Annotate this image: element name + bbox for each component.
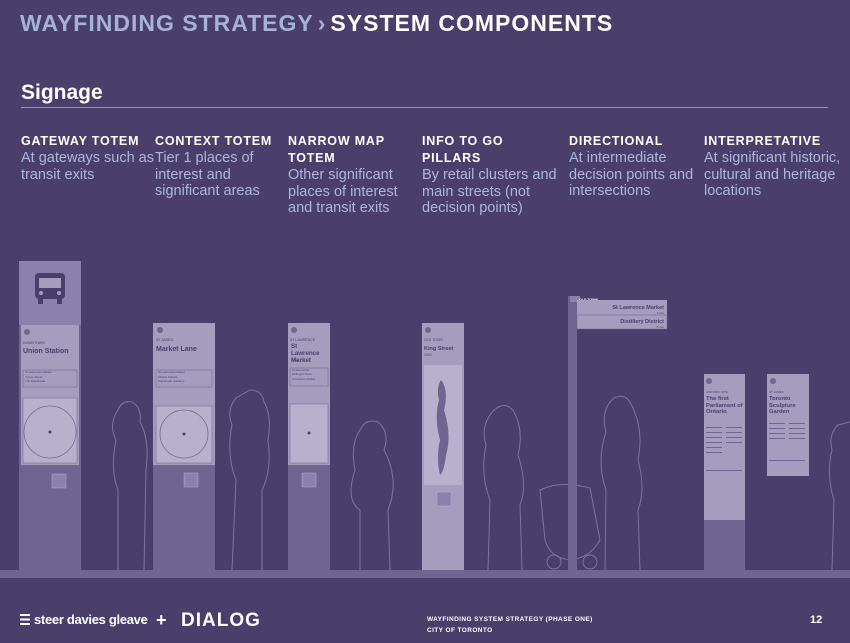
- column-description: At gateways such as transit exits: [21, 150, 154, 183]
- narrow-map-totem-sign: ST LAWRENCE: [288, 323, 330, 570]
- section-divider: [21, 107, 828, 108]
- narrow-sign-place-name: St Lawrence Market: [291, 343, 320, 364]
- directional-sign: OLD TOWN St Lawrence Market 3 min Distil…: [568, 296, 668, 570]
- header-part-b: SYSTEM COMPONENTS: [330, 10, 614, 36]
- interp2-place-name: Toronto Sculpture Garden: [769, 396, 796, 415]
- menu-lines-icon: [20, 614, 30, 625]
- people-silhouettes: [112, 389, 850, 571]
- sign-subtitle: 2002: [424, 353, 432, 357]
- column-narrow-map-totem: NARROW MAP TOTEM Other significant place…: [288, 133, 413, 217]
- document-title: WAYFINDING SYSTEM STRATEGY (PHASE ONE): [427, 616, 593, 623]
- column-description: At significant historic, cultural and he…: [704, 150, 841, 199]
- column-interpretative: INTERPRETATIVE At significant historic, …: [704, 133, 844, 200]
- sign-area-label: ST JAMES: [156, 338, 174, 342]
- column-description: By retail clusters and main streets (not…: [422, 167, 557, 216]
- steer-davies-gleave-logo: steer davies gleave: [20, 612, 148, 627]
- list-item: Wellington Street: [292, 373, 312, 377]
- directional-destination-2: Distillery District: [620, 319, 664, 325]
- list-item: Market Square: [158, 374, 178, 379]
- list-item: Yonge Street: [25, 374, 43, 379]
- sign-place-name: Union Station: [23, 348, 69, 355]
- column-description: Other significant places of interest and…: [288, 167, 398, 216]
- street-map-shape: [436, 380, 449, 475]
- ground-line: [0, 570, 850, 578]
- document-organization: CITY OF TORONTO: [427, 627, 493, 634]
- list-item: St Lawrence Market: [158, 370, 185, 374]
- bus-icon: [35, 273, 65, 304]
- column-description: Tier 1 places of interest and significan…: [155, 150, 260, 199]
- signage-illustration: DOWNTOWN Union Station ST JAMES Market L…: [0, 261, 850, 578]
- dialog-logo: DIALOG: [181, 610, 261, 631]
- sign-place-name: Market Lane: [156, 346, 197, 353]
- sign-area-label: ST LAWRENCE: [290, 338, 316, 342]
- column-directional: DIRECTIONAL At intermediate decision poi…: [569, 133, 699, 200]
- column-title: CONTEXT TOTEM: [155, 134, 273, 148]
- column-title: INFO TO GO PILLARS: [422, 134, 504, 165]
- directional-destination-1: St Lawrence Market: [612, 305, 664, 311]
- header-separator: ›: [317, 10, 327, 36]
- interpretative-sign-1: HISTORIC SITE: [704, 374, 745, 570]
- list-item: St Lawrence Market: [292, 377, 316, 381]
- list-item: The Esplanade: [25, 379, 46, 383]
- sign-area-label: ST JAMES: [769, 390, 784, 394]
- column-title: NARROW MAP TOTEM: [288, 134, 385, 165]
- column-title: GATEWAY TOTEM: [21, 134, 140, 148]
- page-header: WAYFINDING STRATEGY › SYSTEM COMPONENTS: [20, 10, 613, 37]
- narrow-destination-list: St James Park Wellington Street St Lawre…: [292, 369, 327, 382]
- column-title: DIRECTIONAL: [569, 134, 664, 148]
- list-item: St Lawrence Market: [25, 370, 52, 374]
- gateway-destination-list: St Lawrence Market Yonge Street The Espl…: [25, 370, 80, 384]
- narrow-sign-subtitle: 2002: [291, 358, 299, 362]
- sign-area-label: OLD TOWN: [424, 338, 443, 342]
- column-description: At intermediate decision points and inte…: [569, 150, 694, 199]
- section-title: Signage: [21, 81, 103, 104]
- context-totem-sign: ST JAMES Market Lane: [153, 323, 215, 570]
- info-to-go-pillar-sign: OLD TOWN King Street 2002: [422, 323, 464, 570]
- sign-area-label: HISTORIC SITE: [706, 390, 728, 394]
- column-title: INTERPRETATIVE: [704, 134, 821, 148]
- column-info-to-go-pillars: INFO TO GO PILLARS By retail clusters an…: [422, 133, 564, 217]
- plus-sign: +: [156, 610, 167, 630]
- interpretative-sign-2: ST JAMES: [767, 374, 809, 476]
- column-context-totem: CONTEXT TOTEM Tier 1 places of interest …: [155, 133, 295, 200]
- logo-text: steer davies gleave: [34, 612, 148, 627]
- interp1-place-name: The first Parliament of Ontario: [706, 396, 743, 415]
- page-number: 12: [810, 614, 823, 626]
- gateway-totem-sign: DOWNTOWN Union Station: [19, 261, 81, 570]
- sign-area-label: DOWNTOWN: [23, 341, 45, 345]
- header-part-a: WAYFINDING STRATEGY: [20, 10, 314, 36]
- list-item: Esplanade Gardens: [158, 379, 185, 383]
- list-item: St James Park: [292, 369, 309, 372]
- context-destination-list: St Lawrence Market Market Square Esplana…: [158, 370, 213, 384]
- directional-time-1: 3 min: [657, 311, 665, 315]
- column-gateway-totem: GATEWAY TOTEM At gateways such as transi…: [21, 133, 161, 183]
- sign-place-name: King Street: [424, 346, 454, 352]
- directional-time-2: 8 min: [657, 325, 665, 329]
